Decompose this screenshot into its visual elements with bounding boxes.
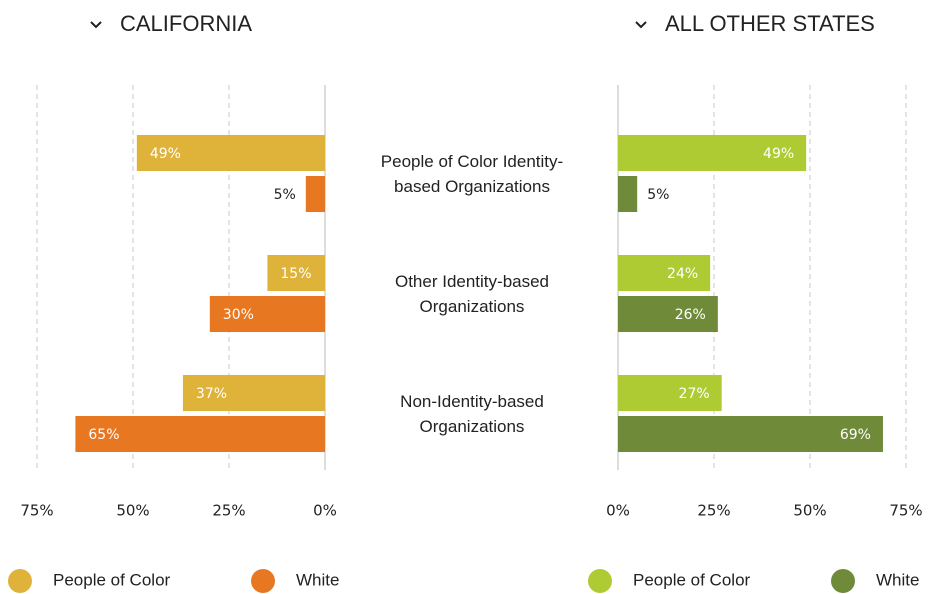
x-tick-label: 50% [793,502,826,520]
x-tick-label: 0% [606,502,630,520]
value-label: 49% [763,146,794,162]
value-label: 37% [196,386,227,402]
bar [618,135,807,171]
x-tick-label: 75% [889,502,922,520]
category-label: Non-Identity-based Organizations [400,392,544,436]
x-tick-label: 25% [697,502,730,520]
x-tick-label: 25% [212,502,245,520]
bar [618,375,722,411]
value-label: 49% [150,146,181,162]
legend-label: White [876,570,919,589]
value-label: 15% [280,266,311,282]
category-label: Other Identity-based Organizations [394,272,550,316]
value-label: 69% [840,427,871,443]
legend-swatch [588,569,612,593]
bar [618,296,718,332]
legend-label: White [296,570,339,589]
value-label: 27% [679,386,710,402]
bar [267,255,325,291]
bar [209,296,325,332]
bar [618,176,638,212]
category-label: People of Color Identity-based Organizat… [380,152,564,196]
value-label: 5% [647,187,669,203]
x-tick-label: 50% [116,502,149,520]
chevron-icon[interactable] [635,21,647,29]
value-label: 26% [675,307,706,323]
legend-swatch [831,569,855,593]
bar [136,135,325,171]
legend-swatch [251,569,275,593]
x-tick-label: 0% [313,502,337,520]
value-label: 5% [274,187,296,203]
value-label: 30% [223,307,254,323]
bar [305,176,325,212]
panel-title: CALIFORNIA [120,11,252,36]
bar [182,375,325,411]
panel-title: ALL OTHER STATES [665,11,875,36]
legend-swatch [8,569,32,593]
chevron-icon[interactable] [90,21,102,29]
bar [618,255,711,291]
value-label: 65% [88,427,119,443]
bar [618,416,883,452]
value-label: 24% [667,266,698,282]
x-tick-label: 75% [20,502,53,520]
legend-label: People of Color [53,570,171,589]
bar [75,416,326,452]
legend-label: People of Color [633,570,751,589]
